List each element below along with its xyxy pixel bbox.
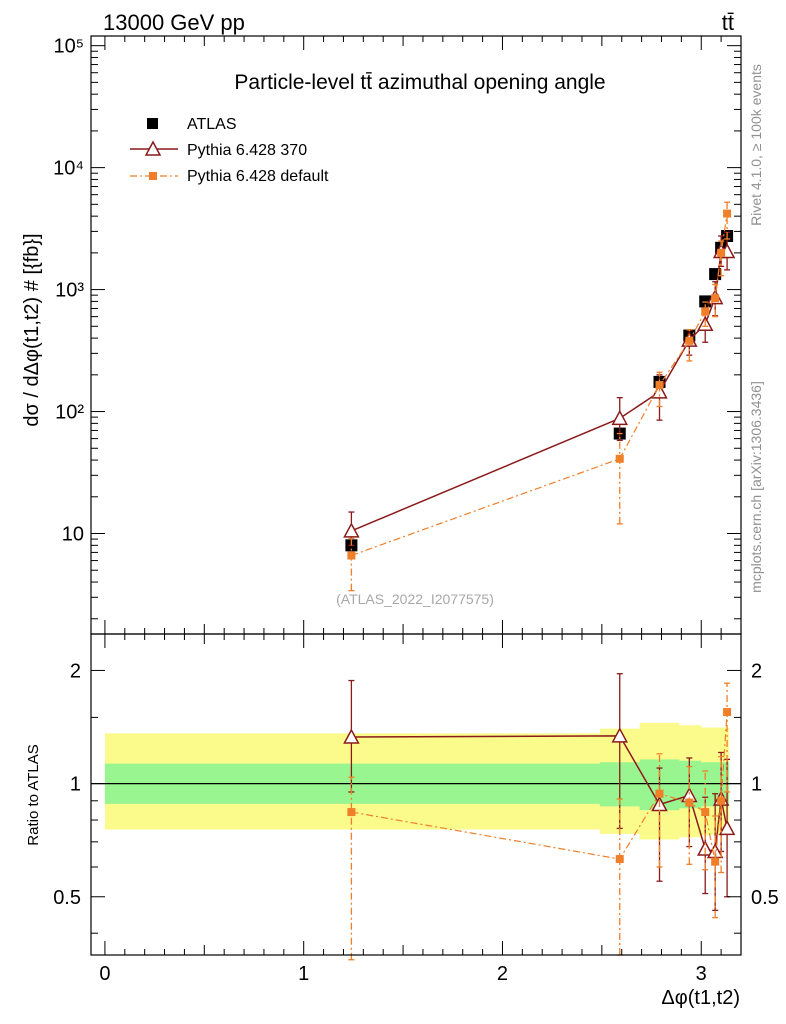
ratio-ytick-label-right: 0.5 [751,887,779,909]
ratio-xtick-label: 1 [298,963,309,985]
x-axis-title: Δφ(t1,t2) [661,987,740,1009]
process-label: tt̄ [722,10,734,35]
main-atlas-point-marker [699,295,712,308]
ratio-y-axis-title: Ratio to ATLAS [25,744,42,845]
ratio-pythia-default-point-marker [655,789,664,798]
legend-label-atlas: ATLAS [187,116,237,133]
ratio-pythia-default-point-marker [615,855,624,864]
main-pythia-default-point-marker [347,551,356,560]
ratio-plot-content [91,673,741,961]
main-pythia-default-point-marker [723,209,732,218]
ratio-pythia-default-point-marker [711,857,720,866]
main-ytick-label: 10⁴ [53,158,84,180]
main-pythia-370-point-marker [343,522,360,538]
ratio-xtick-label: 0 [99,963,110,985]
main-pythia-default-point-marker [615,454,624,463]
main-pythia-default-point-marker [711,294,720,303]
rivet-label: Rivet 4.1.0, ≥ 100k events [748,64,764,226]
ratio-pythia-370-point-marker [611,727,629,743]
main-pythia-default-point-marker [685,336,694,345]
legend-label-pythia-default: Pythia 6.428 default [187,168,329,185]
ratio-xtick-label: 3 [696,963,707,985]
ratio-xtick-label: 2 [497,963,508,985]
legend-marker-pythia-default [149,172,157,180]
ratio-pythia-370-line [351,735,728,853]
ratio-pythia-370-point-marker [343,728,360,744]
main-pythia-default-point-marker [701,307,710,316]
ratio-pythia-default-point-marker [723,708,732,717]
main-y-axis-title: dσ / dΔφ(t1,t2) # [{fb}] [21,233,43,426]
ratio-panel: 0.5 0.5 1 1 2 2 0 1 2 3 [53,633,779,985]
ratio-axes: 0.5 0.5 1 1 2 2 0 1 2 3 [53,634,779,985]
ratio-pythia-default-point-marker [717,796,726,805]
main-ytick-label: 10⁵ [53,36,84,58]
legend-marker-pythia-370 [144,140,162,156]
main-pythia-default-line [351,213,728,557]
ratio-frame [90,633,742,956]
main-ytick-label: 10² [55,402,84,424]
main-axes: 10 10² 10³ 10⁴ 10⁵ [53,36,741,634]
ratio-pythia-default-point-marker [685,798,694,807]
analysis-tag: (ATLAS_2022_I2077575) [336,591,494,607]
main-pythia-default-point-marker [717,248,726,257]
ratio-pythia-default-point-marker [701,808,710,817]
ratio-ytick-label: 2 [70,660,81,682]
ratio-ytick-label-right: 1 [751,774,762,796]
ratio-band-green [104,759,730,811]
legend-marker-atlas [147,118,158,129]
main-pythia-default-point-marker [655,381,664,390]
main-pythia-370-line [351,250,728,532]
mcplots-label: mcplots.cern.ch [arXiv:1306.3436] [748,381,764,593]
main-plot-content [343,201,736,592]
main-panel: Particle-level tt̄ azimuthal opening ang… [53,35,742,635]
main-pythia-370-point-marker [611,409,629,426]
ratio-ytick-label: 0.5 [53,887,81,909]
ratio-pythia-default-point-marker [347,808,356,817]
ratio-ytick-label: 1 [70,774,81,796]
ratio-ytick-label-right: 2 [751,660,762,682]
main-title: Particle-level tt̄ azimuthal opening ang… [234,71,605,94]
ratio-pythia-370-point-marker [718,819,736,836]
ratio-pythia-default-line [351,712,728,862]
legend: ATLAS Pythia 6.428 370 Pythia 6.428 defa… [130,116,329,185]
legend-label-pythia-370: Pythia 6.428 370 [187,142,307,159]
main-ytick-label: 10³ [55,280,84,302]
energy-label: 13000 GeV pp [103,10,245,35]
main-ytick-label: 10 [62,524,84,546]
